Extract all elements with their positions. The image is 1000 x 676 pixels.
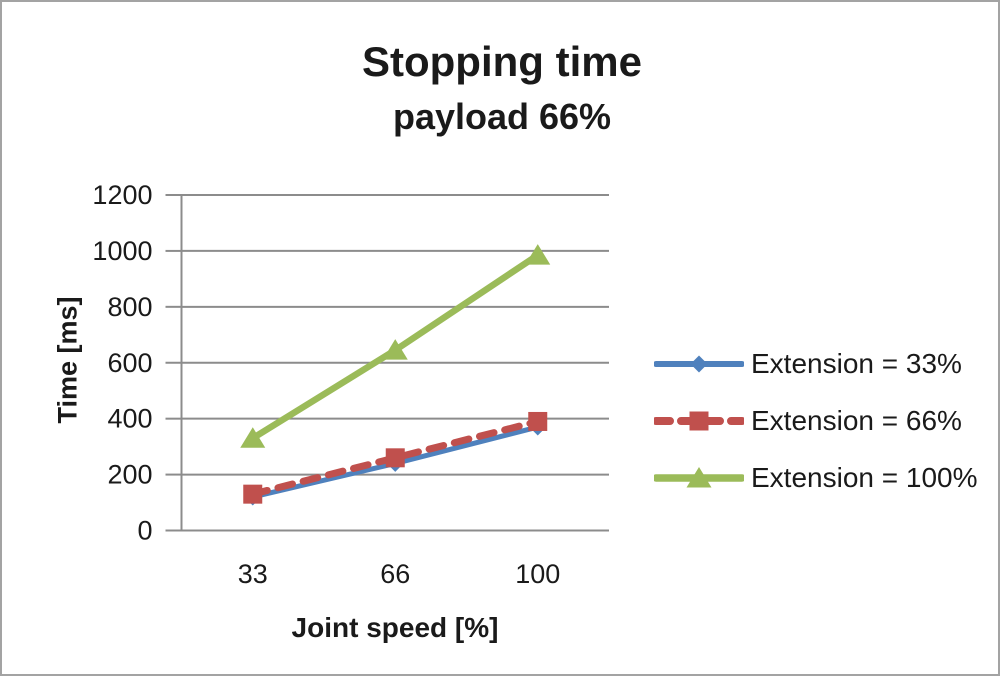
x-tick-label: 33	[238, 559, 268, 589]
y-tick-label: 0	[137, 516, 152, 546]
y-tick-label: 200	[107, 460, 152, 490]
legend-label: Extension = 33%	[751, 347, 962, 379]
legend: Extension = 33% Extension = 66% Extension …	[654, 335, 978, 506]
chart-title: Stopping time	[362, 38, 642, 85]
legend-label: Extension = 100%	[751, 461, 978, 493]
data-point-marker	[382, 339, 408, 360]
legend-label: Extension = 66%	[751, 404, 962, 436]
x-tick-label: 66	[380, 559, 410, 589]
data-point-marker	[385, 448, 405, 468]
y-tick-label: 400	[107, 404, 152, 434]
legend-swatch	[654, 355, 744, 372]
legend-marker	[686, 466, 712, 487]
legend-swatch	[654, 411, 744, 430]
data-point-marker	[243, 484, 263, 504]
legend-item: Extension = 66%	[654, 392, 978, 449]
data-point-marker	[240, 427, 266, 448]
y-tick-label: 1200	[92, 180, 152, 210]
legend-marker	[689, 411, 709, 430]
data-point-marker	[528, 411, 548, 431]
legend-item: Extension = 100%	[654, 449, 978, 506]
y-tick-label: 600	[107, 348, 152, 378]
y-tick-label: 1000	[92, 236, 152, 266]
legend-item: Extension = 33%	[654, 335, 978, 392]
y-tick-label: 800	[107, 292, 152, 322]
legend-swatch	[654, 466, 744, 487]
data-point-marker	[525, 244, 551, 265]
x-axis-title: Joint speed [%]	[291, 612, 499, 643]
x-tick-label: 100	[515, 559, 560, 589]
chart-subtitle: payload 66%	[392, 96, 612, 137]
legend-marker	[690, 355, 708, 372]
